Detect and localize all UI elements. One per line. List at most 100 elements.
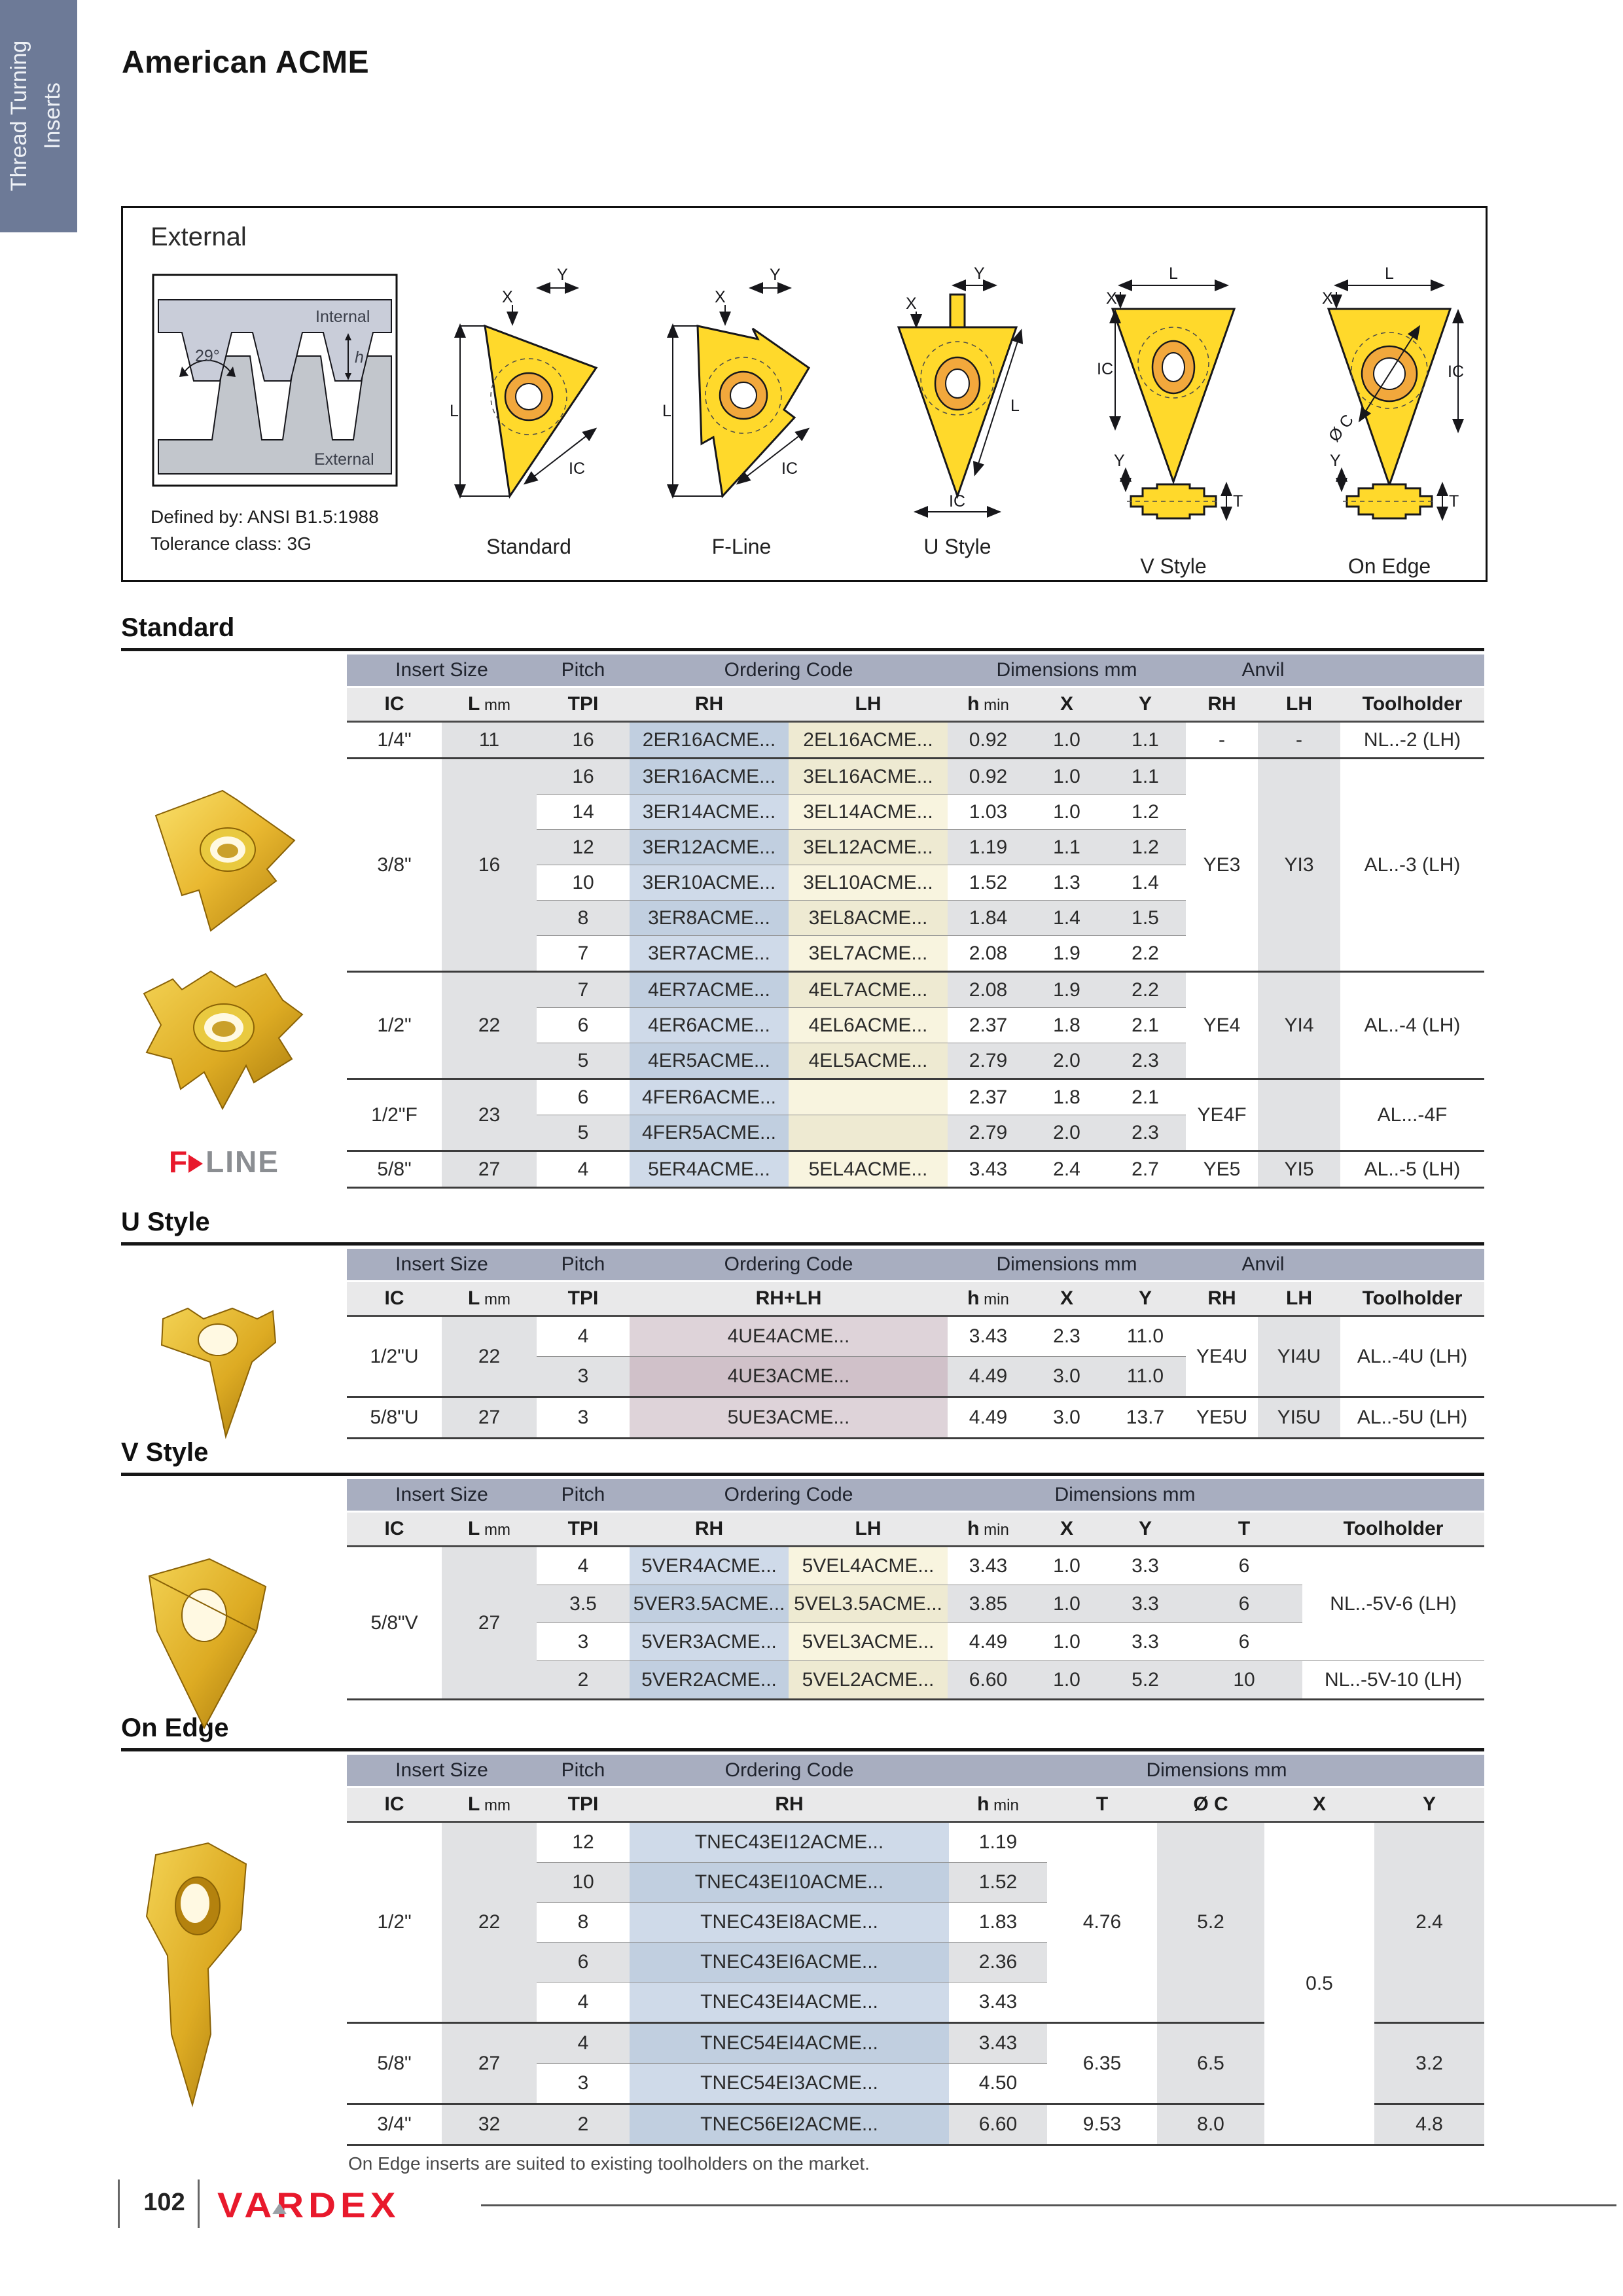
vstyle-insert-diagram: L X IC Y T [1097,264,1243,521]
figure-caption-vstyle: V Style [1140,554,1207,578]
dim-l-label: L [662,402,671,420]
data-cell: 2.0 [1029,1115,1105,1152]
table-row: 8 3ER8ACME... 3EL8ACME... 1.84 1.4 1.5 [347,900,1484,936]
dim-l-label: L [1385,266,1394,283]
tolerance-class: Tolerance class: 3G [151,533,312,554]
data-cell: AL..-3 (LH) [1340,758,1484,973]
data-cell: TNEC54EI3ACME... [630,2063,949,2105]
data-cell: 4 [537,1316,630,1357]
column-header-cell: L mm [442,1511,537,1547]
data-cell: 3ER10ACME... [630,865,789,901]
data-cell: 1/2"U [347,1316,442,1398]
page-title: American ACME [122,45,370,80]
column-header-cell: RH [1186,1281,1258,1317]
table-row: 1/2"U 22 4 4UE4ACME... 3.43 2.3 11.0 YE4U YI4U AL… [347,1316,1484,1398]
data-cell: TNEC56EI2ACME... [630,2104,949,2146]
data-cell: 4.50 [949,2063,1047,2105]
footer-rule [481,2204,1616,2206]
onedge-insert-photo [145,1842,247,2108]
group-header-cell [1302,1479,1484,1513]
data-cell: YE4F [1186,1079,1258,1152]
column-header-cell: X [1029,687,1105,723]
group-header-cell: Insert Size [347,1755,537,1788]
data-cell: 3.2 [1374,2022,1484,2105]
figure-caption-ustyle: U Style [923,535,991,558]
data-cell: AL..-5U (LH) [1340,1397,1484,1439]
data-cell: 1.2 [1105,829,1186,865]
data-cell: 2 [537,2104,630,2146]
data-cell: YI4 [1258,971,1340,1080]
data-cell: 4.49 [948,1397,1029,1439]
table-row: 3 5VER3ACME... 5VEL3ACME... 4.49 1.0 3.3 6 [347,1623,1484,1661]
column-header-cell: h min [949,1787,1047,1823]
data-cell: 2.79 [948,1115,1029,1152]
column-header-cell: T [1047,1787,1157,1823]
column-header-cell: TPI [537,1787,630,1823]
data-cell: 3.0 [1029,1397,1105,1439]
data-cell: 6 [537,1942,630,1982]
data-cell: 3ER7ACME... [630,935,789,973]
column-header-cell: X [1264,1787,1374,1823]
data-cell: 27 [442,1546,537,1700]
data-cell: 1.0 [1029,758,1105,795]
data-cell: 27 [442,1151,537,1189]
dim-ic-label: IC [1448,363,1464,381]
data-cell: 7 [537,971,630,1008]
table-row: 6 TNEC43EI6ACME... 2.36 [347,1942,1484,1982]
ustyle-data-table: Insert Size Pitch Ordering Code Dimensions … [347,1249,1484,1439]
data-cell: YE3 [1186,758,1258,973]
column-header-cell: LH [1258,687,1340,723]
dim-ic-label: IC [1097,360,1113,378]
data-cell: 11 [442,721,537,759]
data-cell: 5/8"U [347,1397,442,1439]
data-cell: 5.2 [1157,1821,1264,2024]
table-row: 12 3ER12ACME... 3EL12ACME... 1.19 1.1 1.2 [347,829,1484,865]
data-cell: 2.3 [1105,1043,1186,1080]
brand-logo: VARDEX [217,2185,400,2226]
data-cell: 8 [537,1902,630,1943]
data-cell: 2.7 [1105,1151,1186,1189]
data-cell: 3 [537,1397,630,1439]
column-header-cell: IC [347,687,442,723]
data-cell: 4UE4ACME... [630,1316,948,1357]
data-cell: 3.43 [949,2022,1047,2064]
table-row: 1/2" 22 7 4ER7ACME... 4EL7ACME... 2.08 1.9 2.2 Y… [347,971,1484,1080]
column-header-cell: Ø C [1157,1787,1264,1823]
fline-logo: F LINE [169,1144,279,1179]
column-header-cell: RH [1186,687,1258,723]
table-row: 6 4ER6ACME... 4EL6ACME... 2.37 1.8 2.1 [347,1007,1484,1043]
brand-logo-triangle-icon [272,2203,287,2214]
table-row: 1/4" 11 16 2ER16ACME... 2EL16ACME... 0.92 1.0 1… [347,721,1484,759]
data-cell: 2 [537,1660,630,1700]
column-header-cell: Y [1105,1281,1186,1317]
data-cell: 3ER8ACME... [630,900,789,936]
data-cell: 1/4" [347,721,442,759]
data-cell: 1.8 [1029,1007,1105,1043]
data-cell: NL..-5V-6 (LH) [1302,1546,1484,1661]
dim-y-label: Y [974,266,985,283]
fline-logo-f: F [169,1145,188,1179]
data-cell: 3EL8ACME... [789,900,948,936]
data-cell: 14 [537,794,630,830]
group-header-cell: Pitch [537,655,630,688]
data-cell: 4EL7ACME... [789,971,948,1008]
section-heading-onedge: On Edge [121,1713,229,1742]
table-row: 1/2"F 23 6 4FER6ACME... 2.37 1.8 2.1 YE4F AL...-… [347,1079,1484,1152]
table-vstyle: Insert Size Pitch Ordering Code Dimensions … [347,1479,1484,1700]
defined-by: Defined by: ANSI B1.5:1988 [151,507,379,527]
data-cell: 3.43 [948,1316,1029,1357]
data-cell: 1.0 [1029,721,1105,759]
data-cell: AL..-5 (LH) [1340,1151,1484,1189]
page-number: 102 [143,2189,185,2216]
data-cell: 2.4 [1374,1821,1484,2024]
data-cell: 5/8" [347,1151,442,1189]
data-cell: 16 [537,758,630,795]
group-header-cell: Dimensions mm [948,655,1186,688]
column-header-cell: X [1029,1281,1105,1317]
group-header-cell: Insert Size [347,1479,537,1513]
data-cell: 4.49 [948,1623,1029,1661]
group-header-cell: Ordering Code [630,1249,948,1282]
fline-logo-rest: LINE [205,1145,279,1179]
data-cell: 16 [537,721,630,759]
fline-insert-diagram: Y X L IC [662,266,811,499]
